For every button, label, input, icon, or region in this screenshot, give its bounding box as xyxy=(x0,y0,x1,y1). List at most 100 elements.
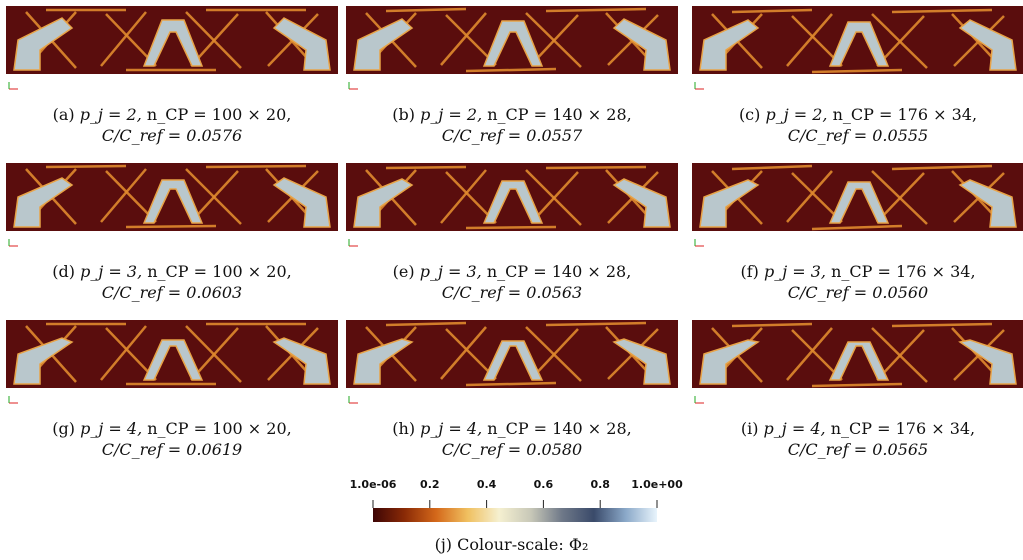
topology xyxy=(699,164,1017,231)
subfigure-caption-c: (c) p_j = 2, n_CP = 176 × 34, C/C_ref = 0… xyxy=(692,104,1023,146)
topology-plot-b xyxy=(346,6,678,74)
axes-triad-icon xyxy=(694,233,706,247)
subfigure-a: (a) p_j = 2, n_CP = 100 × 20, C/C_ref = 0… xyxy=(6,6,338,145)
caption-ncp: n_CP = 176 × 34, xyxy=(832,105,978,124)
caption-compliance: C/C_ref = 0.0603 xyxy=(101,283,243,302)
subfigure-b: (b) p_j = 2, n_CP = 140 × 28, C/C_ref = 0… xyxy=(346,6,678,145)
caption-line-1: (d) p_j = 3, n_CP = 100 × 20, xyxy=(6,261,338,282)
caption-ncp: n_CP = 100 × 20, xyxy=(147,419,292,438)
caption-ncp: n_CP = 140 × 28, xyxy=(487,419,632,438)
topology-plot-h xyxy=(346,320,678,388)
colorbar-tick-label: 0.2 xyxy=(420,478,440,491)
colorbar-tick-label: 1.0e-06 xyxy=(349,478,397,491)
caption-prefix: (e) xyxy=(392,262,420,281)
colorbar-rect xyxy=(373,508,657,522)
subfigure-c: (c) p_j = 2, n_CP = 176 × 34, C/C_ref = 0… xyxy=(692,6,1023,145)
domain-background xyxy=(6,6,338,74)
caption-ncp: n_CP = 140 × 28, xyxy=(486,262,632,281)
subfigure-h: (h) p_j = 4, n_CP = 140 × 28, C/C_ref = 0… xyxy=(346,320,678,459)
caption-compliance: C/C_ref = 0.0563 xyxy=(441,283,583,302)
caption-pj: p_j = 4, xyxy=(763,419,831,438)
caption-pj: p_j = 2, xyxy=(79,105,147,124)
topology xyxy=(13,322,331,386)
caption-compliance: C/C_ref = 0.0576 xyxy=(101,126,243,145)
caption-prefix: (g) xyxy=(52,419,81,438)
domain-background xyxy=(692,6,1023,74)
caption-line-1: (b) p_j = 2, n_CP = 140 × 28, xyxy=(346,104,678,125)
caption-prefix: (d) xyxy=(52,262,81,281)
subfigure-caption-g: (g) p_j = 4, n_CP = 100 × 20, C/C_ref = 0… xyxy=(6,418,338,460)
topology xyxy=(13,8,331,72)
domain-background xyxy=(6,163,338,231)
domain-background xyxy=(346,320,678,388)
caption-prefix: (h) xyxy=(392,419,421,438)
topology xyxy=(353,321,671,387)
topology-plot-e xyxy=(346,163,678,231)
subfigure-caption-a: (a) p_j = 2, n_CP = 100 × 20, C/C_ref = 0… xyxy=(6,104,338,146)
caption-line-1: (e) p_j = 3, n_CP = 140 × 28, xyxy=(346,261,678,282)
axes-triad-icon xyxy=(8,390,20,404)
subfigure-d: (d) p_j = 3, n_CP = 100 × 20, C/C_ref = 0… xyxy=(6,163,338,302)
colour-scale-caption: (j) Colour-scale: Φ₂ xyxy=(434,535,589,554)
domain-background xyxy=(692,320,1023,388)
caption-ncp: n_CP = 140 × 28, xyxy=(487,105,632,124)
subfigure-caption-b: (b) p_j = 2, n_CP = 140 × 28, C/C_ref = 0… xyxy=(346,104,678,146)
caption-line-1: (f) p_j = 3, n_CP = 176 × 34, xyxy=(692,261,1023,282)
caption-line-1: (a) p_j = 2, n_CP = 100 × 20, xyxy=(6,104,338,125)
caption-pj: p_j = 4, xyxy=(420,419,488,438)
subfigure-f: (f) p_j = 3, n_CP = 176 × 34, C/C_ref = 0… xyxy=(692,163,1023,302)
domain-background xyxy=(346,6,678,74)
domain-background xyxy=(6,320,338,388)
topology xyxy=(353,165,671,230)
caption-compliance: C/C_ref = 0.0560 xyxy=(787,283,929,302)
caption-pj: p_j = 2, xyxy=(765,105,833,124)
subfigure-caption-i: (i) p_j = 4, n_CP = 176 × 34, C/C_ref = 0… xyxy=(692,418,1023,460)
caption-line-1: (i) p_j = 4, n_CP = 176 × 34, xyxy=(692,418,1023,439)
caption-line-1: (g) p_j = 4, n_CP = 100 × 20, xyxy=(6,418,338,439)
caption-prefix: (b) xyxy=(392,105,421,124)
colorbar-gradient xyxy=(372,500,658,522)
topology-plot-a xyxy=(6,6,338,74)
axes-triad-icon xyxy=(348,76,360,90)
caption-compliance: C/C_ref = 0.0565 xyxy=(787,440,929,459)
caption-prefix: (i) xyxy=(740,419,764,438)
subfigure-i: (i) p_j = 4, n_CP = 176 × 34, C/C_ref = 0… xyxy=(692,320,1023,459)
topology-plot-d xyxy=(6,163,338,231)
colorbar-tick-label: 0.6 xyxy=(533,478,554,491)
caption-prefix: (c) xyxy=(738,105,766,124)
colorbar-tick-label: 0.4 xyxy=(476,478,497,491)
topology-plot-i xyxy=(692,320,1023,388)
subfigure-e: (e) p_j = 3, n_CP = 140 × 28, C/C_ref = 0… xyxy=(346,163,678,302)
caption-pj: p_j = 4, xyxy=(80,419,148,438)
colour-scale-bar: 1.0e-06 0.2 0.4 0.6 0.8 1.0e+00 xyxy=(340,478,683,538)
topology-plot-g xyxy=(6,320,338,388)
domain-background xyxy=(692,163,1023,231)
caption-ncp: n_CP = 176 × 34, xyxy=(830,419,976,438)
caption-pj: p_j = 3, xyxy=(419,262,487,281)
topology-plot-f xyxy=(692,163,1023,231)
axes-triad-icon xyxy=(694,390,706,404)
topology-plot-c xyxy=(692,6,1023,74)
axes-triad-icon xyxy=(348,390,360,404)
domain-background xyxy=(346,163,678,231)
subfigure-caption-d: (d) p_j = 3, n_CP = 100 × 20, C/C_ref = 0… xyxy=(6,261,338,303)
caption-line-1: (c) p_j = 2, n_CP = 176 × 34, xyxy=(692,104,1023,125)
caption-ncp: n_CP = 100 × 20, xyxy=(147,262,292,281)
caption-compliance: C/C_ref = 0.0619 xyxy=(101,440,243,459)
axes-triad-icon xyxy=(694,76,706,90)
caption-compliance: C/C_ref = 0.0555 xyxy=(787,126,929,145)
caption-prefix: (f) xyxy=(740,262,764,281)
subfigure-caption-f: (f) p_j = 3, n_CP = 176 × 34, C/C_ref = 0… xyxy=(692,261,1023,303)
subfigure-caption-h: (h) p_j = 4, n_CP = 140 × 28, C/C_ref = 0… xyxy=(346,418,678,460)
caption-pj: p_j = 3, xyxy=(763,262,832,281)
subfigure-caption-e: (e) p_j = 3, n_CP = 140 × 28, C/C_ref = 0… xyxy=(346,261,678,303)
caption-pj: p_j = 2, xyxy=(420,105,488,124)
caption-ncp: n_CP = 100 × 20, xyxy=(146,105,292,124)
subfigure-g: (g) p_j = 4, n_CP = 100 × 20, C/C_ref = 0… xyxy=(6,320,338,459)
topology xyxy=(699,322,1017,388)
caption-ncp: n_CP = 176 × 34, xyxy=(831,262,976,281)
topology xyxy=(699,8,1017,74)
caption-line-1: (h) p_j = 4, n_CP = 140 × 28, xyxy=(346,418,678,439)
caption-compliance: C/C_ref = 0.0557 xyxy=(441,126,583,145)
caption-pj: p_j = 3, xyxy=(80,262,148,281)
